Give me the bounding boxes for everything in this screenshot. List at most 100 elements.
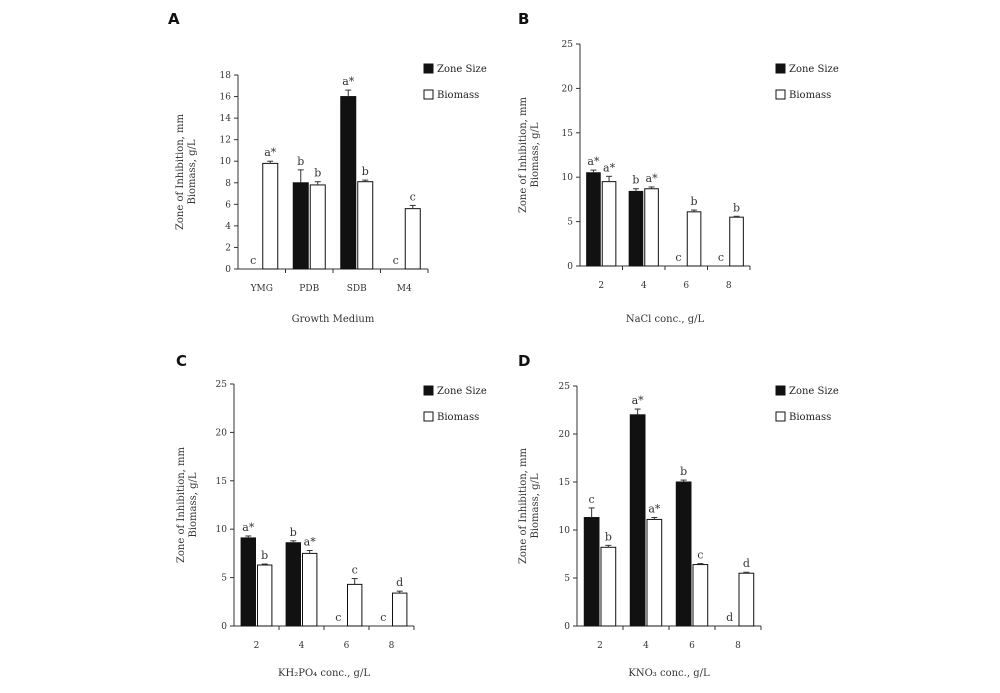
y-tick-label: 5 [567, 218, 573, 228]
legend-label: Zone Size [437, 386, 487, 397]
significance-label: b [314, 167, 321, 180]
bar-biomass [601, 181, 617, 267]
significance-label: c [393, 254, 399, 267]
legend-swatch [775, 89, 786, 100]
legend-swatch [423, 385, 434, 396]
y-tick-label: 10 [559, 526, 571, 536]
bar-biomass [646, 518, 663, 627]
y-tick-label: 8 [225, 179, 231, 189]
y-tick-label: 15 [562, 129, 574, 139]
y-tick-label: 5 [221, 574, 227, 584]
y-tick-label: 0 [567, 262, 573, 272]
significance-label: a* [264, 146, 277, 159]
y-tick-label: 20 [559, 430, 571, 440]
significance-label: c [718, 251, 724, 264]
panel-letter: C [176, 352, 187, 370]
y-tick-label: 15 [559, 478, 571, 488]
significance-label: b [605, 530, 612, 543]
significance-label: b [733, 201, 740, 214]
x-tick-label: 6 [344, 641, 350, 651]
significance-label: a* [603, 161, 616, 174]
x-axis-label: KH₂PO₄ conc., g/L [278, 668, 370, 679]
bar-zone-size [675, 481, 692, 627]
significance-label: a* [648, 503, 661, 516]
y-axis-label: Zone of Inhibition, mm [518, 96, 529, 213]
y-tick-label: 2 [225, 243, 231, 253]
y-tick-label: 16 [220, 93, 232, 103]
bar-biomass [392, 592, 408, 627]
bar-zone-size [292, 182, 309, 270]
x-tick-label: M4 [397, 284, 412, 294]
legend-label: Biomass [789, 412, 831, 423]
bar-biomass [309, 184, 326, 270]
y-tick-label: 6 [225, 200, 231, 210]
x-tick-label: YMG [250, 284, 273, 294]
y-axis-label: Zone of Inhibition, mm [175, 113, 186, 230]
x-tick-label: 8 [735, 641, 741, 651]
x-tick-label: SDB [347, 284, 367, 294]
significance-label: b [691, 195, 698, 208]
y-axis-label: Biomass, g/L [530, 473, 541, 538]
significance-label: d [396, 576, 403, 589]
chart-panel-a: A024681012141618YMGca*PDBbbSDBa*bM4ccZon… [168, 10, 487, 325]
significance-label: a* [342, 75, 355, 88]
significance-label: c [589, 493, 595, 506]
y-axis-label: Zone of Inhibition, mm [176, 446, 187, 563]
legend-swatch [775, 411, 786, 422]
significance-label: a* [646, 172, 659, 185]
chart-panel-c: C 0 5 10 15 20 25 2 a* b 4 b a* 6 c c 8 c d Zone Size Biomas… [176, 352, 487, 679]
legend-label: Biomass [437, 90, 479, 101]
bar-biomass [600, 546, 617, 627]
bar-biomass [262, 162, 279, 270]
y-tick-label: 25 [562, 40, 574, 50]
y-tick-label: 18 [220, 71, 232, 81]
panel-letter: D [518, 352, 530, 370]
x-tick-label: 4 [299, 641, 305, 651]
y-tick-label: 12 [220, 136, 231, 146]
y-tick-label: 20 [562, 84, 574, 94]
y-tick-label: 0 [564, 622, 570, 632]
significance-label: a* [632, 394, 645, 407]
y-tick-label: 25 [216, 380, 228, 390]
x-tick-label: 2 [597, 641, 603, 651]
bar-biomass [644, 188, 659, 267]
significance-label: c [352, 564, 358, 577]
y-tick-label: 4 [225, 222, 231, 232]
x-axis-label: KNO₃ conc., g/L [628, 668, 710, 679]
legend-swatch [423, 411, 434, 422]
significance-label: c [335, 611, 341, 624]
significance-label: b [632, 174, 639, 187]
bar-biomass [686, 211, 702, 267]
significance-label: c [697, 549, 703, 562]
bar-biomass [257, 564, 273, 627]
bar-biomass [347, 583, 363, 627]
legend-label: Biomass [437, 412, 479, 423]
x-tick-label: 4 [641, 281, 647, 291]
legend-label: Zone Size [789, 64, 839, 75]
significance-label: d [743, 557, 750, 570]
x-axis-label: Growth Medium [292, 314, 375, 325]
significance-label: c [410, 190, 416, 203]
y-tick-label: 10 [216, 525, 228, 535]
significance-label: b [362, 165, 369, 178]
x-axis-label: NaCl conc., g/L [626, 314, 705, 325]
x-tick-label: 8 [389, 641, 395, 651]
significance-label: a* [304, 535, 317, 548]
legend-label: Biomass [789, 90, 831, 101]
panel-letter: A [168, 10, 180, 28]
x-tick-label: 8 [726, 281, 732, 291]
y-axis-label: Zone of Inhibition, mm [518, 447, 529, 564]
x-tick-label: PDB [299, 284, 319, 294]
bar-zone-size [583, 517, 600, 627]
x-tick-label: 2 [254, 641, 260, 651]
significance-label: c [675, 251, 681, 264]
y-tick-label: 10 [562, 173, 574, 183]
y-tick-label: 25 [559, 382, 571, 392]
legend-label: Zone Size [437, 64, 487, 75]
bar-zone-size [629, 414, 646, 627]
y-tick-label: 20 [216, 428, 228, 438]
significance-label: b [297, 155, 304, 168]
panel-letter: B [518, 10, 529, 28]
